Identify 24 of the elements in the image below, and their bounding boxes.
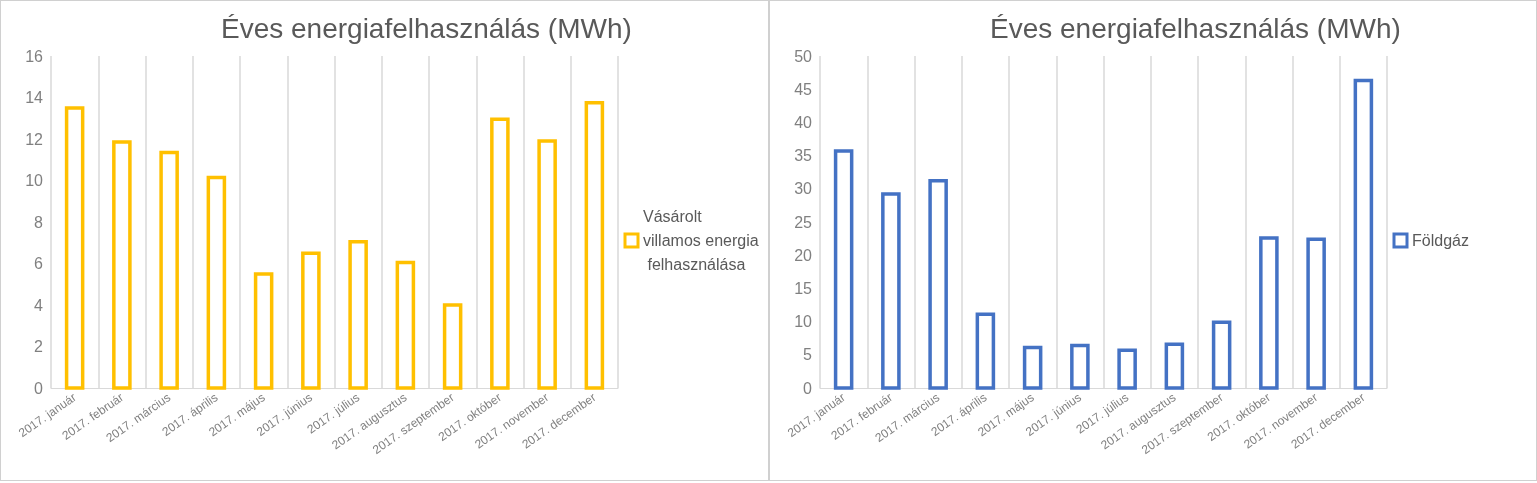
y-tick-label: 0 — [34, 379, 44, 397]
chart-title: Éves energiafelhasználás (MWh) — [221, 12, 632, 44]
y-tick-label: 0 — [802, 379, 812, 397]
y-tick-label: 15 — [793, 279, 812, 297]
y-tick-label: 35 — [793, 147, 812, 165]
y-tick-label: 10 — [793, 313, 812, 331]
y-tick-label: 50 — [793, 47, 812, 65]
legend-label: Földgáz — [1411, 232, 1469, 249]
legend-label: Vásárolt villamos energia felhasználása — [643, 208, 759, 273]
y-tick-label: 30 — [793, 180, 812, 198]
y-tick-label: 8 — [34, 213, 44, 231]
y-tick-label: 10 — [25, 172, 44, 189]
y-tick-label: 2 — [34, 338, 44, 355]
y-tick-label: 45 — [793, 80, 812, 98]
y-tick-label: 20 — [793, 246, 812, 264]
chart-title: Éves energiafelhasználás (MWh) — [989, 12, 1401, 44]
y-tick-label: 16 — [25, 47, 44, 65]
y-tick-label: 12 — [25, 130, 44, 148]
y-tick-label: 5 — [802, 346, 812, 364]
y-tick-label: 40 — [793, 113, 812, 131]
y-tick-label: 6 — [34, 255, 44, 272]
y-tick-label: 4 — [34, 296, 44, 314]
y-tick-label: 25 — [793, 213, 812, 231]
y-tick-label: 14 — [25, 89, 44, 106]
